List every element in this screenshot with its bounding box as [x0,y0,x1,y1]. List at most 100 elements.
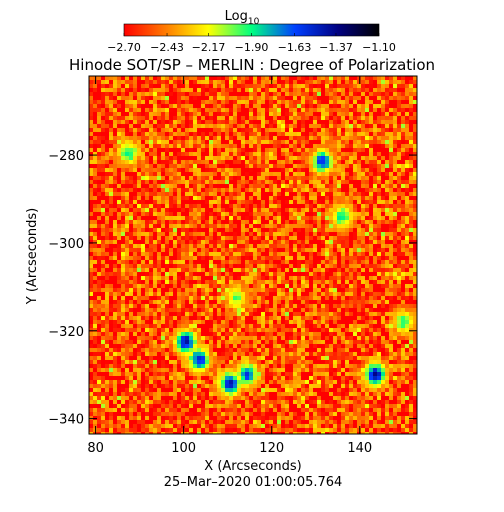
heatmap-cell [361,136,365,140]
heatmap-cell [361,212,365,216]
heatmap-cell [97,80,101,84]
heatmap-cell [381,116,385,120]
heatmap-cell [333,124,337,128]
heatmap-cell [125,100,129,104]
heatmap-cell [97,252,101,256]
heatmap-cell [393,120,397,124]
heatmap-cell [377,208,381,212]
heatmap-cell [357,200,361,204]
heatmap-cell [121,96,125,100]
heatmap-cell [89,132,93,136]
heatmap-cell [157,200,161,204]
heatmap-cell [161,240,165,244]
heatmap-cell [125,204,129,208]
heatmap-cell [325,172,329,176]
heatmap-cell [313,148,317,152]
heatmap-cell [157,212,161,216]
heatmap-cell [277,80,281,84]
heatmap-cell [381,232,385,236]
heatmap-cell [141,92,145,96]
heatmap-cell [97,132,101,136]
heatmap-cell [125,196,129,200]
heatmap-cell [393,192,397,196]
heatmap-cell [173,232,177,236]
heatmap-cell [93,200,97,204]
heatmap-cell [273,200,277,204]
heatmap-cell [229,304,233,308]
heatmap-cell [409,304,413,308]
heatmap-cell [309,224,313,228]
heatmap-cell [249,316,253,320]
heatmap-cell [333,312,337,316]
heatmap-cell [101,188,105,192]
heatmap-cell [369,140,373,144]
heatmap-cell [185,240,189,244]
heatmap-cell [397,84,401,88]
heatmap-cell [301,128,305,132]
heatmap-cell [377,108,381,112]
heatmap-cell [165,124,169,128]
heatmap-cell [301,232,305,236]
heatmap-cell [141,180,145,184]
heatmap-cell [261,116,265,120]
heatmap-cell [261,144,265,148]
heatmap-cell [145,184,149,188]
colorbar-tick-label: −2.17 [192,41,226,54]
heatmap-cell [317,296,321,300]
heatmap-cell [97,236,101,240]
heatmap-cell [305,260,309,264]
heatmap-cell [277,128,281,132]
heatmap-cell [205,148,209,152]
heatmap-cell [93,244,97,248]
heatmap-cell [257,264,261,268]
heatmap-cell [149,288,153,292]
heatmap-cell [205,192,209,196]
heatmap-cell [313,116,317,120]
heatmap-cell [153,152,157,156]
heatmap-cell [221,124,225,128]
heatmap-cell [245,140,249,144]
heatmap-cell [397,312,401,316]
heatmap-cell [317,264,321,268]
heatmap-cell [101,208,105,212]
heatmap-cell [153,252,157,256]
heatmap-cell [165,128,169,132]
heatmap-cell [337,80,341,84]
heatmap-cell [253,240,257,244]
heatmap-cell [209,216,213,220]
heatmap-cell [393,200,397,204]
heatmap-cell [121,268,125,272]
heatmap-cell [117,256,121,260]
heatmap-cell [389,272,393,276]
heatmap-cell [353,156,357,160]
heatmap-cell [405,260,409,264]
heatmap-cell [153,176,157,180]
heatmap-cell [337,188,341,192]
heatmap-cell [141,264,145,268]
heatmap-cell [413,272,417,276]
heatmap-cell [161,244,165,248]
heatmap-cell [253,292,257,296]
heatmap-cell [365,180,369,184]
heatmap-cell [405,264,409,268]
heatmap-cell [173,292,177,296]
heatmap-cell [193,112,197,116]
heatmap-cell [297,76,301,80]
heatmap-cell [89,224,93,228]
heatmap-cell [413,112,417,116]
heatmap-cell [377,268,381,272]
heatmap-cell [225,148,229,152]
heatmap-cell [337,244,341,248]
heatmap-cell [345,96,349,100]
heatmap-cell [281,116,285,120]
heatmap-cell [365,136,369,140]
heatmap-cell [161,264,165,268]
heatmap-cell [385,296,389,300]
heatmap-cell [301,316,305,320]
heatmap-cell [121,284,125,288]
heatmap-cell [265,124,269,128]
heatmap-cell [393,240,397,244]
heatmap-cell [241,300,245,304]
heatmap-cell [385,268,389,272]
heatmap-cell [117,140,121,144]
